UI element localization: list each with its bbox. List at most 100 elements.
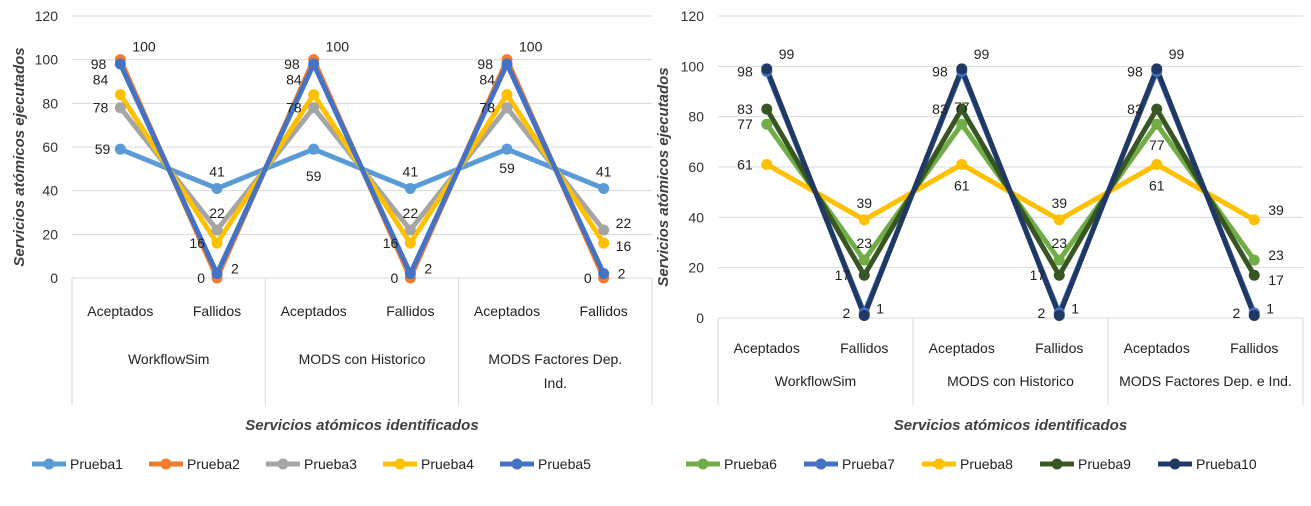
legend-label: Prueba9 (1078, 456, 1131, 472)
y-tick-label: 0 (50, 270, 58, 286)
legend-item: Prueba9 (1040, 456, 1131, 472)
data-label: 2 (1232, 305, 1240, 321)
y-tick-label: 0 (696, 310, 704, 326)
data-point (761, 118, 773, 130)
y-tick-label: 20 (42, 226, 58, 242)
data-label: 2 (231, 261, 239, 277)
y-axis-title: Servicios atómicos ejecutados (11, 47, 28, 266)
y-tick-label: 120 (681, 8, 705, 24)
legend-swatch-marker (1169, 458, 1181, 470)
data-point (404, 268, 416, 280)
data-label: 99 (974, 46, 990, 62)
x-axis-title: Servicios atómicos identificados (894, 417, 1127, 434)
data-point (956, 118, 968, 130)
data-point (501, 89, 513, 101)
y-tick-label: 100 (35, 52, 59, 68)
data-point (114, 89, 126, 101)
y-tick-label: 60 (42, 139, 58, 155)
y-axis-title: Servicios atómicos ejecutados (655, 67, 672, 286)
data-point (501, 102, 513, 114)
data-label: 2 (618, 266, 626, 282)
data-label: 2 (1037, 305, 1045, 321)
data-label: 98 (477, 56, 493, 72)
data-point (1151, 118, 1163, 130)
data-point (1053, 254, 1065, 266)
legend-item: Prueba7 (804, 456, 895, 472)
x-category-label: Aceptados (1124, 340, 1190, 356)
data-point (211, 268, 223, 280)
data-label: 17 (835, 267, 851, 283)
data-point (1151, 63, 1163, 75)
data-label: 99 (779, 46, 795, 62)
data-labels: 77 23 77 23 77 23 98 2 98 2 98 2 61 39 61 39 61 39 83 17 83 1… (737, 46, 1284, 321)
data-label: 78 (286, 100, 302, 116)
data-label: 83 (932, 101, 948, 117)
x-group-label: MODS Factores Dep. (488, 351, 622, 367)
data-label: 41 (209, 163, 225, 179)
category-separators (717, 318, 1304, 405)
data-point (1151, 158, 1163, 170)
data-label: 41 (403, 163, 419, 179)
x-axis-title: Servicios atómicos identificados (245, 417, 478, 434)
x-group-label: MODS con Historico (947, 373, 1074, 389)
data-point (308, 102, 320, 114)
data-label: 77 (954, 99, 970, 115)
data-label: 39 (856, 195, 872, 211)
data-label: 17 (1030, 267, 1046, 283)
legend-swatch-marker (1051, 458, 1063, 470)
x-category-labels: Aceptados Fallidos Aceptados Fallidos Acepta… (734, 340, 1279, 356)
data-label: 23 (856, 235, 872, 251)
data-point (761, 158, 773, 170)
y-tick-label: 80 (688, 109, 704, 125)
data-label: 77 (737, 116, 753, 132)
legend-label: Prueba4 (421, 456, 474, 472)
x-category-label: Fallidos (386, 303, 434, 319)
data-label: 84 (479, 72, 495, 88)
data-point (404, 224, 416, 236)
data-label: 84 (286, 72, 302, 88)
x-group-labels: WorkflowSim MODS con Historico MODS Factor… (775, 373, 1292, 389)
data-point (956, 158, 968, 170)
data-label: 98 (1127, 63, 1143, 79)
y-tick-label: 20 (688, 260, 704, 276)
data-point (501, 143, 513, 155)
data-label: 1 (1071, 300, 1079, 316)
data-label: 61 (1149, 177, 1165, 193)
data-label: 0 (584, 270, 592, 286)
legend-item: Prueba3 (266, 456, 357, 472)
y-tick-label: 100 (681, 58, 705, 74)
legend-item: Prueba2 (149, 456, 240, 472)
series-line-prueba5 (117, 61, 607, 277)
data-label: 1 (876, 300, 884, 316)
data-point (1248, 309, 1260, 321)
data-point (1151, 103, 1163, 115)
series-points (114, 54, 610, 284)
data-label: 23 (1268, 247, 1284, 263)
data-label: 98 (91, 56, 107, 72)
series-lines (764, 66, 1257, 318)
legend-label: Prueba5 (538, 456, 591, 472)
legend-swatch-marker (43, 458, 55, 470)
x-category-labels: Aceptados Fallidos Aceptados Fallidos Acepta… (87, 303, 628, 319)
data-point (211, 237, 223, 249)
data-point (598, 237, 610, 249)
data-label: 99 (1169, 46, 1185, 62)
legend-label: Prueba3 (304, 456, 357, 472)
data-label: 0 (197, 270, 205, 286)
data-label: 59 (95, 141, 111, 157)
legend-swatch-marker (933, 458, 945, 470)
data-label: 59 (499, 160, 515, 176)
data-point (598, 224, 610, 236)
legend-swatch-marker (815, 458, 827, 470)
data-label: 77 (1149, 137, 1165, 153)
data-label: 22 (403, 205, 419, 221)
data-label: 39 (1051, 195, 1067, 211)
data-point (404, 237, 416, 249)
legend-swatch-marker (697, 458, 709, 470)
data-label: 2 (842, 305, 850, 321)
data-point (1248, 214, 1260, 226)
legend-item: Prueba5 (500, 456, 591, 472)
data-point (114, 102, 126, 114)
